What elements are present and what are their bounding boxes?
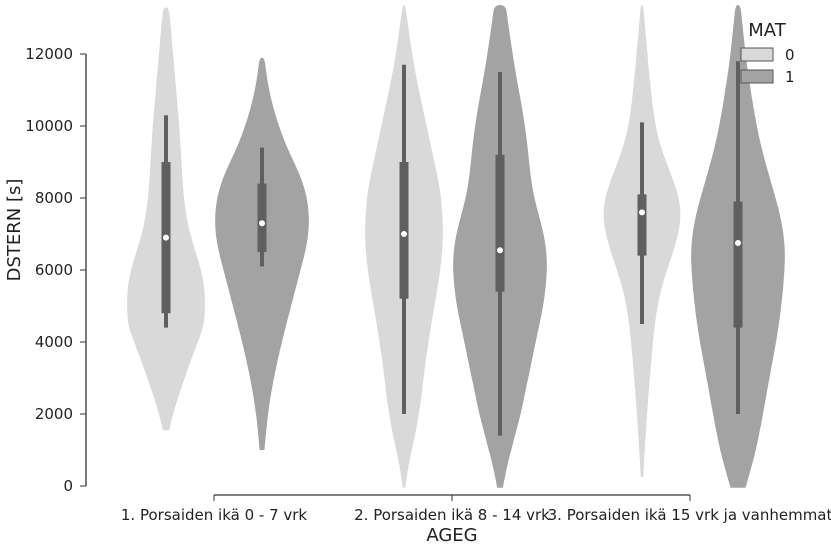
legend-title: MAT [748, 20, 786, 41]
median-point-1-mat-0 [163, 234, 169, 241]
x-tick-label: 1. Porsaiden ikä 0 - 7 vrk [121, 506, 308, 524]
y-tick-label: 8000 [35, 189, 73, 207]
x-axis-title: AGEG [426, 525, 477, 546]
boxes-layer [161, 61, 743, 436]
x-tick-label: 3. Porsaiden ikä 15 vrk ja vanhemmat [548, 506, 831, 524]
y-axis-title: DSTERN [s] [4, 179, 25, 282]
y-axis: 0 2000 4000 6000 8000 10000 12000 [25, 45, 87, 495]
median-point-3-mat-1 [735, 240, 741, 246]
y-tick-label: 6000 [35, 261, 73, 279]
y-tick-label: 4000 [35, 333, 73, 351]
median-point-2-mat-1 [497, 247, 503, 254]
legend-swatch-mat-0 [740, 47, 774, 62]
median-point-2-mat-0 [401, 231, 407, 237]
y-tick-label: 0 [63, 477, 73, 495]
legend-label-mat-1: 1 [785, 68, 795, 86]
y-tick-label: 2000 [35, 405, 73, 423]
legend: MAT 0 1 [740, 20, 795, 86]
violins-layer [127, 5, 785, 488]
legend-swatch-mat-1 [740, 69, 774, 84]
y-tick-label: 12000 [25, 45, 73, 63]
x-tick-label: 2. Porsaiden ikä 8 - 14 vrk [354, 506, 550, 524]
y-tick-label: 10000 [25, 117, 73, 135]
median-point-1-mat-1 [259, 220, 265, 227]
x-axis: 1. Porsaiden ikä 0 - 7 vrk 2. Porsaiden i… [121, 494, 831, 524]
median-point-3-mat-0 [639, 209, 645, 216]
legend-label-mat-0: 0 [785, 46, 795, 64]
